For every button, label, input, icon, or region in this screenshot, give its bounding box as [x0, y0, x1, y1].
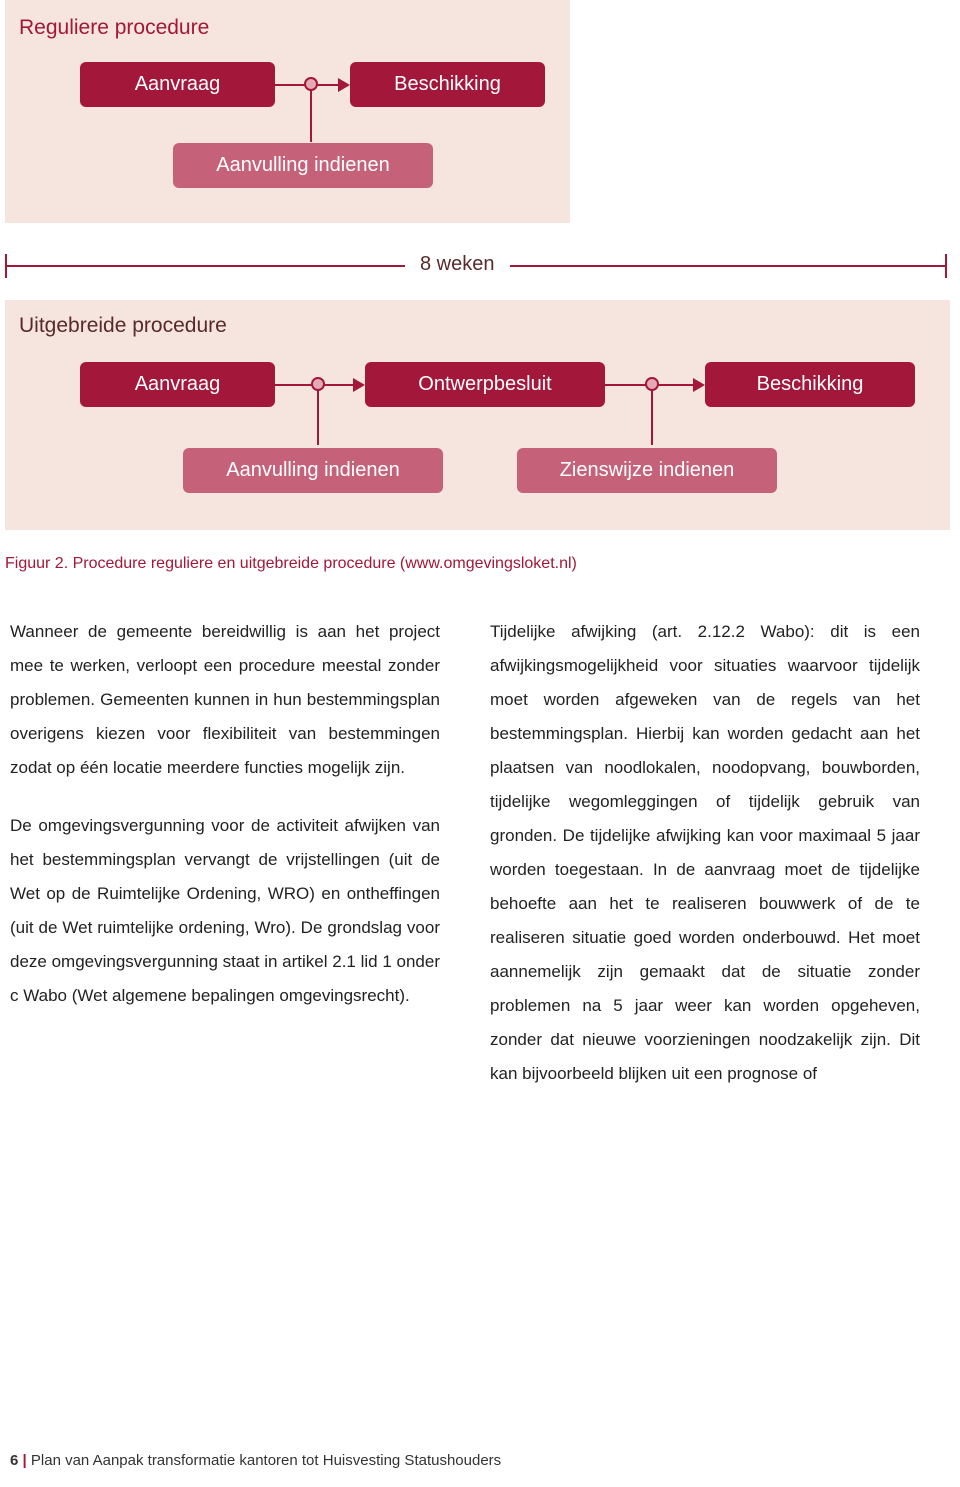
- timeframe-label: 8 weken: [420, 253, 495, 276]
- box-aanvulling-2: Aanvulling indienen: [183, 448, 443, 493]
- panel2-title: Uitgebreide procedure: [19, 314, 227, 338]
- box-beschikking-2: Beschikking: [705, 362, 915, 407]
- arrowhead-2a: [353, 378, 365, 392]
- arrowhead-1: [338, 78, 350, 92]
- panel-reguliere: Reguliere procedure Aanvraag Beschikking…: [5, 0, 570, 223]
- box-aanvulling-1: Aanvulling indienen: [173, 143, 433, 188]
- page-footer: 6 | Plan van Aanpak transformatie kantor…: [10, 1452, 501, 1469]
- node-1: [304, 77, 318, 91]
- panel1-title: Reguliere procedure: [19, 16, 209, 40]
- figure-caption: Figuur 2. Procedure reguliere en uitgebr…: [5, 555, 577, 573]
- right-paragraph-1: Tijdelijke afwijking (art. 2.12.2 Wabo):…: [490, 615, 920, 1091]
- node-2b: [645, 377, 659, 391]
- v-line-2b: [651, 390, 653, 445]
- tick-right: [945, 254, 947, 278]
- panel-uitgebreide: Uitgebreide procedure Aanvraag Ontwerpbe…: [5, 300, 950, 530]
- arrowhead-2b: [693, 378, 705, 392]
- node-2a: [311, 377, 325, 391]
- footer-separator: |: [23, 1452, 27, 1469]
- body-column-left: Wanneer de gemeente bereidwillig is aan …: [10, 615, 440, 1037]
- timeframe-line-right: [510, 265, 945, 267]
- footer-title: Plan van Aanpak transformatie kantoren t…: [31, 1452, 501, 1469]
- box-aanvraag-1: Aanvraag: [80, 62, 275, 107]
- box-beschikking-1: Beschikking: [350, 62, 545, 107]
- timeframe-line-left: [7, 265, 405, 267]
- v-line-2a: [317, 390, 319, 445]
- box-ontwerpbesluit: Ontwerpbesluit: [365, 362, 605, 407]
- v-line-1: [310, 90, 312, 142]
- box-zienswijze: Zienswijze indienen: [517, 448, 777, 493]
- left-paragraph-1: Wanneer de gemeente bereidwillig is aan …: [10, 615, 440, 785]
- box-aanvraag-2: Aanvraag: [80, 362, 275, 407]
- left-paragraph-2: De omgevingsvergunning voor de activitei…: [10, 809, 440, 1013]
- body-column-right: Tijdelijke afwijking (art. 2.12.2 Wabo):…: [490, 615, 920, 1115]
- page-number: 6: [10, 1452, 18, 1469]
